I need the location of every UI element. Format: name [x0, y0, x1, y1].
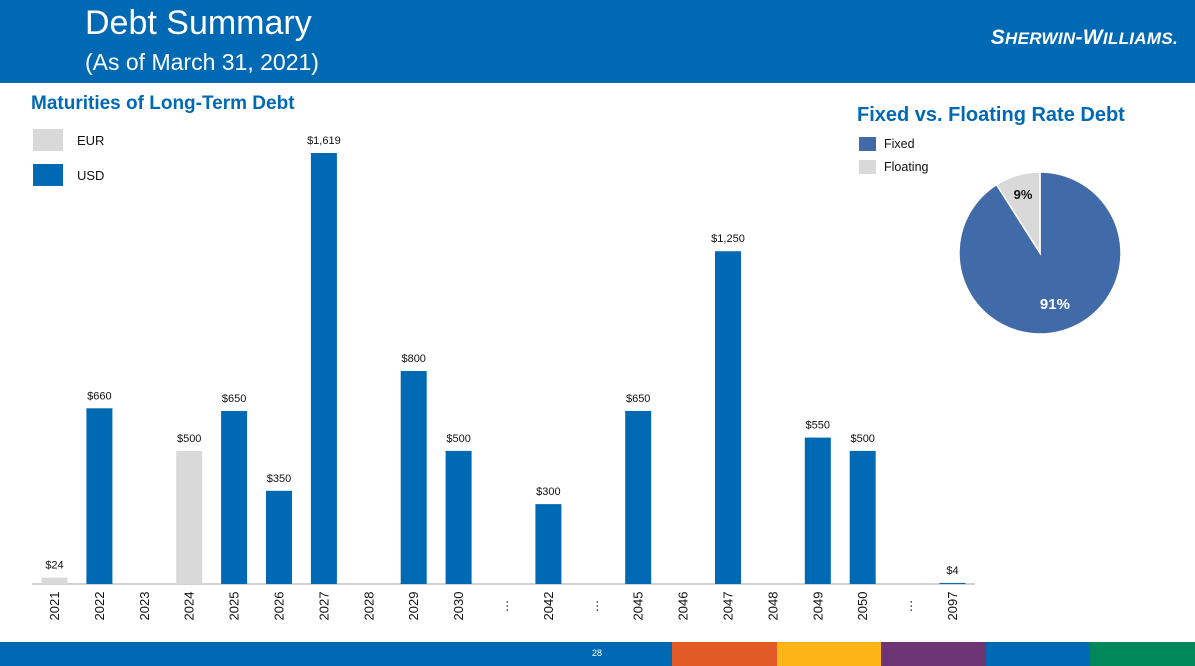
bar-2022	[86, 408, 113, 584]
legend-item-eur: EUR	[33, 129, 104, 151]
footer-segment-blue	[0, 642, 672, 666]
x-tick-label: 2026	[272, 592, 287, 621]
x-tick-label: 2050	[855, 592, 870, 621]
legend-item-usd: USD	[33, 164, 104, 186]
bar-value-label: $350	[267, 473, 291, 485]
bar-2026	[266, 490, 292, 584]
legend-swatch-eur	[33, 129, 63, 151]
bar-value-label: $24	[45, 560, 63, 572]
x-tick-label: 2029	[406, 592, 421, 621]
x-tick-label: 2024	[182, 592, 197, 621]
footer-segment-yellow	[777, 642, 881, 666]
x-tick-label: 2027	[316, 592, 331, 621]
page-subtitle: (As of March 31, 2021)	[85, 49, 319, 75]
legend-swatch-fixed	[859, 137, 876, 151]
bar-value-label: $500	[177, 433, 201, 445]
legend-label-eur: EUR	[77, 132, 105, 148]
bar-value-label: $1,250	[711, 233, 745, 245]
bar-2025	[221, 410, 248, 584]
bar-value-label: $800	[401, 353, 425, 365]
footer-segment-purple	[881, 642, 986, 666]
x-tick-label: 2047	[721, 592, 736, 621]
bar-2030	[445, 450, 472, 584]
header-bar: Debt Summary (As of March 31, 2021) SHER…	[0, 0, 1195, 83]
page-number: 28	[591, 648, 602, 658]
footer-segment-orange	[672, 642, 777, 666]
page-title: Debt Summary	[85, 4, 312, 42]
bar-2027	[310, 153, 337, 584]
maturities-chart-title: Maturities of Long-Term Debt	[31, 93, 295, 114]
bar-2045	[625, 410, 652, 584]
bar-value-label: $650	[626, 393, 650, 405]
sherwin-williams-logo: SHERWIN-WILLIAMS.	[990, 26, 1178, 49]
legend-item-floating: Floating	[859, 160, 928, 174]
bar-value-label: $550	[806, 420, 830, 432]
bar-2024	[176, 450, 203, 584]
bar-2050	[849, 450, 876, 584]
x-tick-label: 2042	[541, 592, 556, 621]
x-tick-label: 2030	[451, 592, 466, 621]
bar-value-label: $500	[850, 433, 874, 445]
legend-label-floating: Floating	[884, 160, 929, 174]
bar-value-label: $4	[946, 565, 958, 577]
x-tick-label: 2023	[137, 592, 152, 621]
x-tick-label: 2097	[945, 592, 960, 621]
legend-label-usd: USD	[77, 167, 105, 183]
bar-2097	[939, 582, 966, 584]
bar-value-label: $300	[536, 486, 560, 498]
x-tick-label: 2028	[361, 592, 376, 621]
x-tick-ellipsis: …	[496, 600, 511, 613]
footer-color-bar	[0, 642, 1195, 666]
bar-2029	[400, 371, 427, 584]
pie-chart-title: Fixed vs. Floating Rate Debt	[857, 104, 1125, 126]
footer-segment-blue-2	[986, 642, 1090, 666]
bar-2021	[41, 577, 68, 584]
legend-item-fixed: Fixed	[859, 137, 915, 151]
bar-2049	[804, 437, 831, 584]
bar-2042	[535, 504, 562, 584]
x-tick-ellipsis: …	[900, 600, 915, 613]
x-tick-label: 2022	[92, 592, 107, 621]
x-tick-label: 2046	[676, 592, 691, 621]
legend-label-fixed: Fixed	[884, 137, 915, 151]
x-tick-label: 2045	[631, 592, 646, 621]
legend-swatch-usd	[33, 164, 63, 186]
bar-value-label: $660	[87, 390, 111, 402]
x-tick-label: 2021	[47, 592, 62, 621]
x-tick-label: 2025	[227, 592, 242, 621]
x-tick-label: 2049	[810, 592, 825, 621]
footer-segment-green	[1090, 642, 1195, 666]
bar-value-label: $1,619	[307, 135, 341, 147]
x-tick-label: 2048	[765, 592, 780, 621]
bar-value-label: $500	[446, 433, 470, 445]
legend-swatch-floating	[859, 160, 876, 174]
bar-value-label: $650	[222, 393, 246, 405]
x-tick-ellipsis: …	[586, 600, 601, 613]
bar-2047	[715, 251, 741, 585]
